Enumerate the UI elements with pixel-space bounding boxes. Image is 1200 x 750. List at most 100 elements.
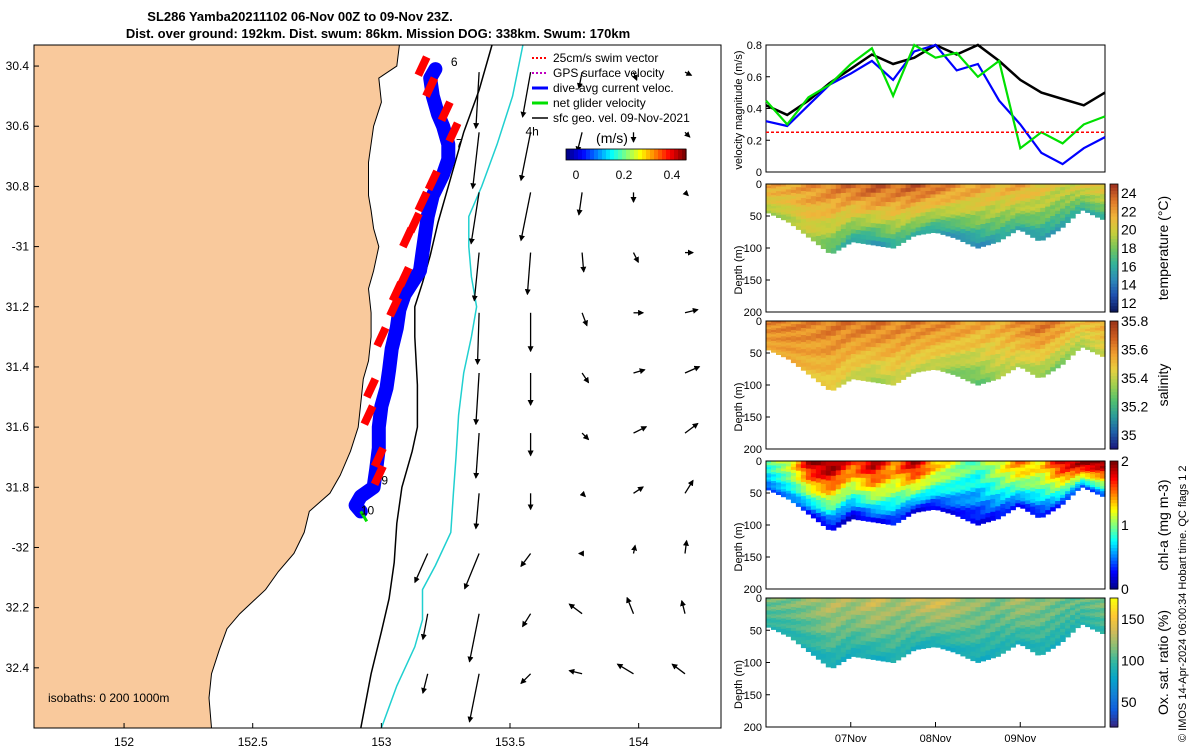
section-cell	[766, 461, 772, 464]
section-cell	[830, 385, 837, 391]
section-cell	[970, 647, 976, 653]
section-cell	[1090, 480, 1096, 484]
section-cell	[905, 215, 912, 220]
section-cell	[1070, 480, 1076, 484]
section-cell	[820, 357, 827, 363]
section-cell	[930, 629, 937, 634]
section-cell	[985, 615, 991, 621]
section-cell	[890, 348, 897, 354]
section-cell	[835, 221, 842, 227]
section-cell	[1005, 494, 1011, 499]
section-cell	[1045, 343, 1051, 348]
section-cell	[1020, 484, 1026, 489]
section-cell	[825, 237, 832, 244]
section-cell	[905, 219, 912, 224]
section-cell	[771, 336, 777, 340]
section-cell	[830, 461, 837, 467]
section-cell	[1085, 321, 1091, 324]
section-cell	[1050, 226, 1056, 231]
section-cell	[795, 324, 802, 328]
section-cell	[1095, 337, 1101, 341]
section-cell	[850, 602, 857, 607]
section-cell	[880, 321, 887, 327]
depth-tick-label: 50	[750, 625, 762, 637]
section-cell	[920, 482, 927, 487]
section-cell	[860, 465, 867, 470]
section-cell	[980, 501, 986, 506]
section-cell	[790, 461, 797, 465]
section-cell	[925, 222, 932, 227]
section-cell	[965, 222, 971, 228]
section-cell	[940, 339, 947, 344]
section-cell	[1020, 344, 1026, 349]
section-cell	[955, 472, 961, 478]
section-cell	[1075, 339, 1081, 343]
section-cell	[1100, 618, 1106, 622]
section-cell	[1080, 601, 1086, 605]
section-cell	[810, 369, 817, 375]
section-cell	[1080, 475, 1086, 479]
colorbar-segment	[1110, 646, 1118, 651]
section-cell	[950, 359, 957, 364]
section-cell	[910, 225, 917, 230]
section-cell	[835, 617, 842, 623]
section-cell	[1065, 184, 1071, 188]
section-cell	[785, 611, 792, 615]
section-cell	[1055, 210, 1061, 215]
section-cell	[880, 241, 887, 247]
section-cell	[1020, 618, 1026, 623]
section-cell	[790, 187, 797, 191]
section-cell	[1000, 484, 1006, 489]
section-cell	[885, 379, 892, 385]
section-cell	[910, 494, 917, 499]
section-cell	[910, 358, 917, 363]
section-cell	[1085, 210, 1091, 213]
section-cell	[785, 340, 792, 344]
section-cell	[805, 647, 812, 652]
section-cell	[1010, 605, 1016, 610]
section-cell	[890, 488, 897, 494]
section-cell	[915, 619, 922, 625]
section-cell	[910, 502, 917, 507]
section-cell	[850, 200, 857, 206]
section-cell	[845, 632, 852, 638]
section-cell	[1040, 344, 1046, 350]
section-cell	[815, 641, 822, 647]
section-cell	[990, 192, 996, 198]
section-cell	[950, 487, 957, 493]
section-cell	[1080, 335, 1086, 339]
section-cell	[1065, 600, 1071, 605]
section-cell	[835, 489, 842, 495]
section-cell	[781, 349, 787, 353]
section-cell	[850, 647, 857, 653]
section-cell	[900, 639, 907, 645]
section-cell	[1050, 345, 1056, 351]
section-cell	[1060, 202, 1066, 207]
section-cell	[870, 474, 877, 479]
section-cell	[925, 622, 932, 627]
section-cell	[825, 213, 832, 219]
section-cell	[1010, 327, 1016, 332]
section-cell	[845, 482, 852, 488]
section-cell	[980, 334, 986, 340]
section-cell	[810, 634, 817, 640]
section-cell	[781, 623, 787, 627]
colorbar-tick-label: 50	[1121, 694, 1137, 710]
section-cell	[1000, 464, 1006, 470]
section-cell	[1075, 488, 1081, 491]
geo-velocity-arrow	[576, 192, 583, 216]
section-cell	[1050, 489, 1056, 494]
section-cell	[1000, 344, 1006, 349]
section-cell	[840, 652, 847, 658]
section-cell	[815, 227, 822, 233]
section-cell	[990, 644, 996, 650]
section-cell	[910, 643, 917, 648]
section-cell	[835, 479, 842, 486]
section-cell	[825, 602, 832, 609]
section-cell	[880, 487, 887, 493]
section-cell	[895, 192, 902, 198]
section-cell	[960, 631, 966, 636]
section-cell	[860, 477, 867, 483]
section-cell	[781, 323, 787, 327]
section-cell	[805, 506, 812, 511]
